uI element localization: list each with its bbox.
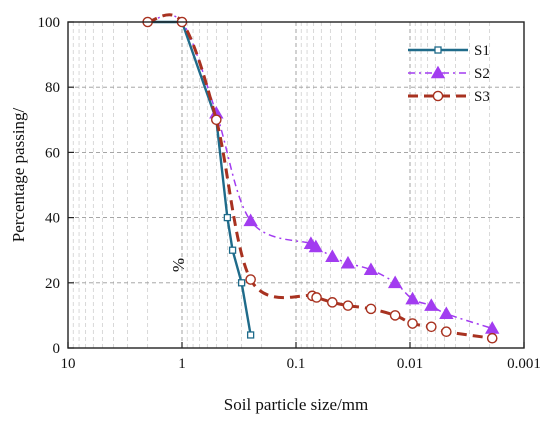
data-point-s3: [407, 318, 418, 329]
y-axis-unit: %: [169, 258, 188, 272]
data-point-s2: [424, 298, 439, 311]
x-axis-title: Soil particle size/mm: [224, 395, 368, 414]
data-point-s3: [441, 326, 452, 338]
y-tick-label: 100: [38, 15, 61, 31]
data-point-s3: [245, 274, 256, 285]
y-tick-label: 0: [53, 341, 61, 357]
x-tick-label: 0.01: [397, 356, 423, 372]
series-s2: [147, 14, 500, 334]
series-s3: [142, 13, 498, 344]
data-point-s1: [228, 246, 237, 254]
grid: [68, 22, 524, 348]
data-point-s2: [325, 249, 340, 262]
y-tick-label: 20: [45, 276, 60, 292]
data-point-s1: [246, 331, 255, 339]
data-point-s1: [237, 279, 246, 287]
data-point-s2: [439, 306, 454, 320]
legend: S1 S2 S3: [408, 43, 490, 105]
axis-ticks: 10 1 0.1 0.01 0.001 0 20 40 60 80 100: [38, 15, 541, 372]
data-point-s2: [363, 262, 379, 276]
data-point-s3: [365, 303, 377, 315]
data-point-s3: [389, 310, 401, 321]
data-point-s2: [243, 213, 258, 227]
data-point-s3: [211, 114, 222, 126]
x-tick-label: 1: [178, 356, 186, 372]
y-axis-title: Percentage passing/: [9, 107, 28, 242]
x-tick-label: 10: [61, 356, 76, 372]
legend-marker-s1: [434, 46, 442, 54]
legend-label-s3: S3: [474, 89, 490, 105]
data-point-s2: [405, 291, 420, 305]
legend-marker-s2: [430, 65, 446, 79]
legend-label-s2: S2: [474, 66, 490, 82]
data-point-s2: [308, 239, 324, 253]
y-tick-label: 40: [45, 211, 60, 227]
x-tick-label: 0.1: [287, 356, 306, 372]
legend-marker-s3: [432, 90, 444, 102]
y-tick-label: 60: [45, 145, 60, 161]
series-layer: [142, 13, 500, 344]
data-point-s2: [387, 275, 403, 289]
data-point-s1: [223, 213, 232, 222]
data-point-s3: [486, 332, 498, 344]
data-point-s3: [311, 292, 322, 303]
legend-label-s1: S1: [474, 43, 490, 59]
data-point-s3: [327, 297, 338, 308]
y-tick-label: 80: [45, 80, 60, 96]
data-point-s3: [342, 300, 354, 311]
x-tick-label: 0.001: [507, 356, 541, 372]
data-point-s3: [426, 321, 437, 333]
data-point-s2: [340, 255, 356, 269]
